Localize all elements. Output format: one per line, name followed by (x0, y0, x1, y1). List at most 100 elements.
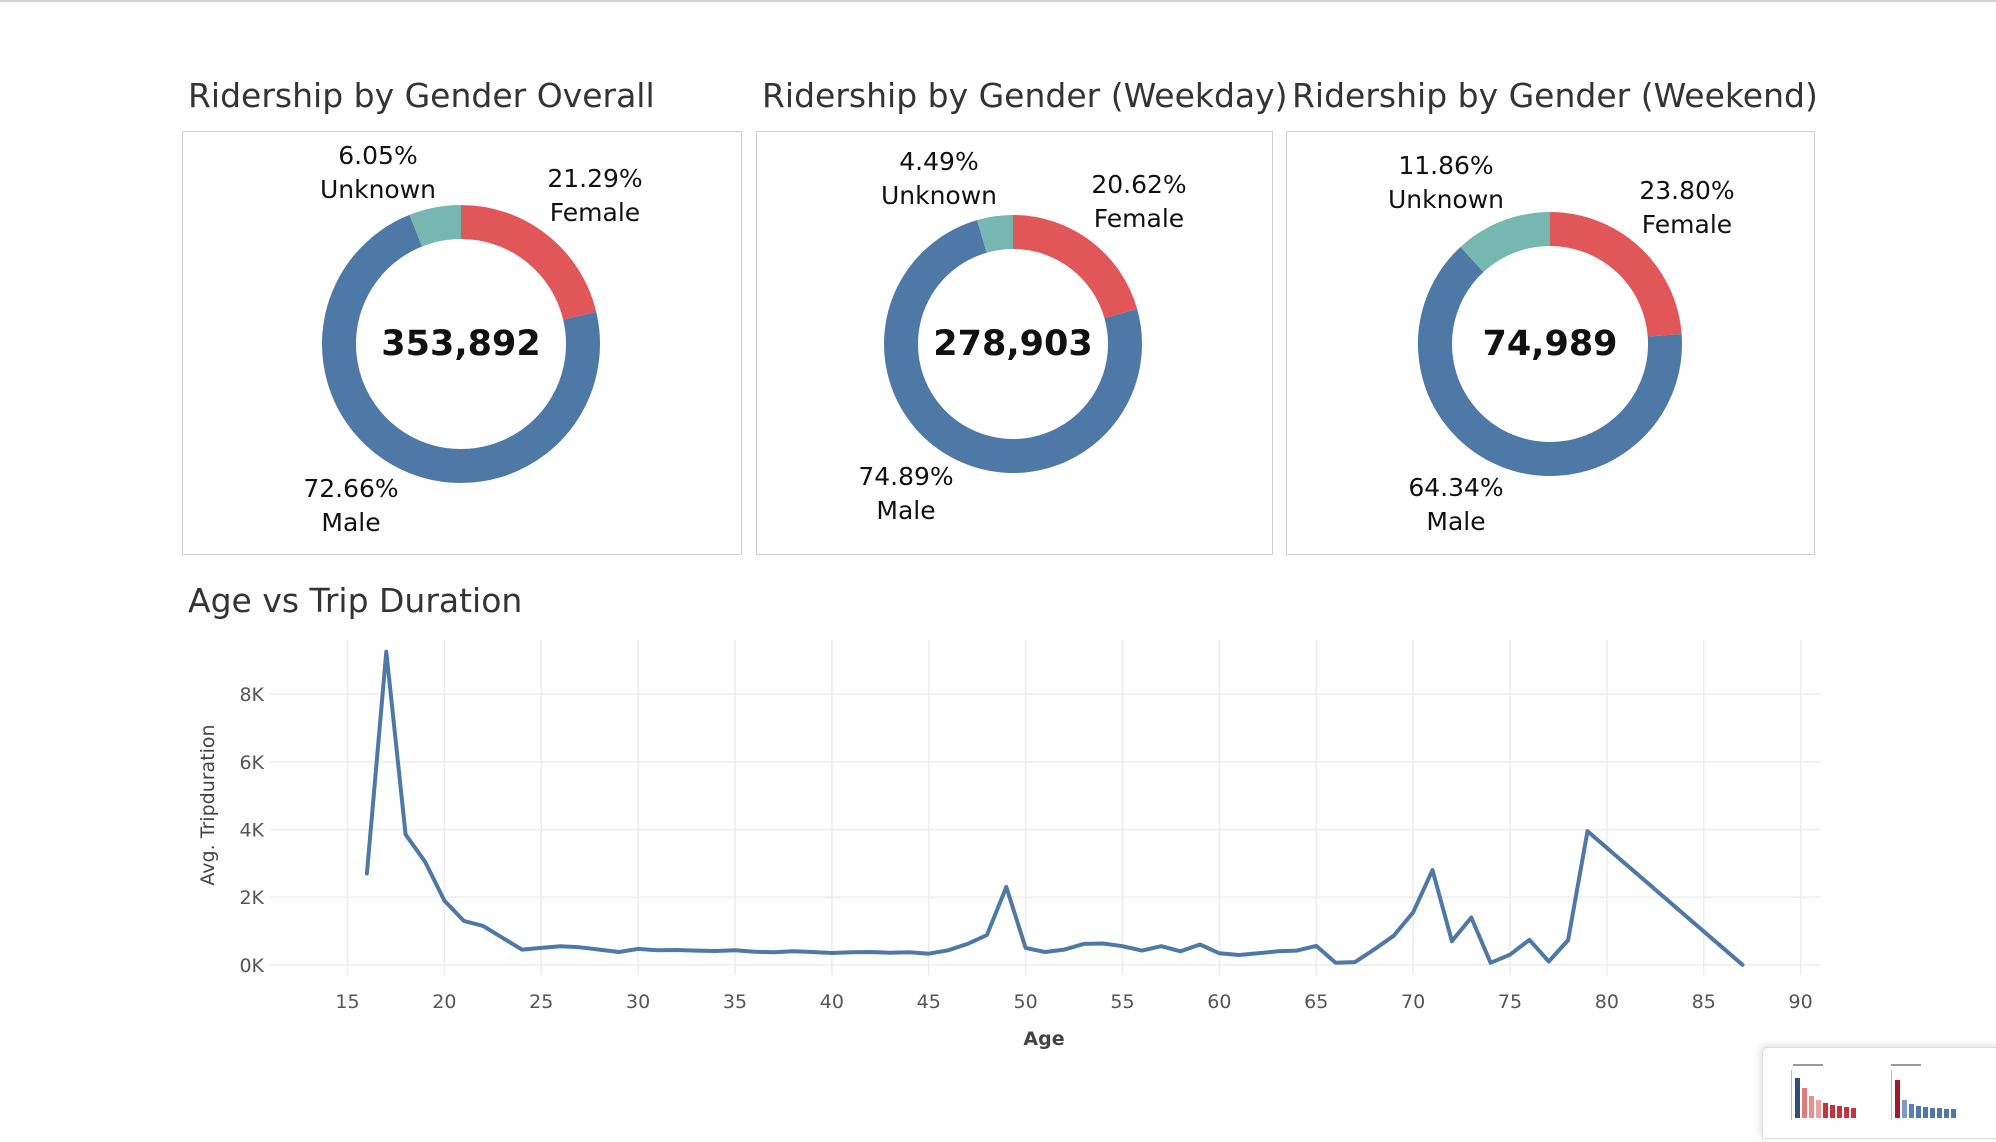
data-point[interactable] (1585, 828, 1591, 834)
data-point[interactable] (403, 832, 409, 838)
x-tick-label: 25 (529, 991, 553, 1013)
data-point[interactable] (1061, 947, 1067, 953)
donut-slice-male[interactable] (322, 214, 600, 483)
donut-slice-female[interactable] (1549, 212, 1682, 338)
data-point[interactable] (926, 951, 932, 957)
donut-slice-unknown[interactable] (409, 205, 462, 247)
data-point[interactable] (500, 935, 506, 941)
data-point[interactable] (1507, 952, 1513, 958)
data-point[interactable] (965, 941, 971, 947)
data-point[interactable] (1158, 943, 1164, 949)
slice-label-unknown: 4.49% Unknown (880, 147, 998, 210)
donut-weekend (1418, 212, 1682, 476)
x-tick-label: 15 (335, 991, 359, 1013)
data-point[interactable] (558, 943, 564, 949)
data-point[interactable] (771, 949, 777, 955)
data-point[interactable] (1275, 948, 1281, 954)
donut-slice-female[interactable] (1012, 215, 1138, 319)
donut-panel-weekend[interactable]: 11.86% Unknown 23.80% Female 64.34% Male 74… (1286, 131, 1815, 555)
series-line-avg-tripduration[interactable] (364, 649, 1745, 967)
data-point[interactable] (848, 949, 854, 955)
donut-slice-unknown[interactable] (977, 215, 1014, 253)
data-point[interactable] (1391, 933, 1397, 939)
donut-slice-male[interactable] (1418, 247, 1682, 476)
slice-label-unknown: 6.05% Unknown (319, 141, 437, 204)
donut-title-weekend: Ridership by Gender (Weekend) (1292, 76, 1818, 115)
data-point[interactable] (1313, 943, 1319, 949)
data-point[interactable] (732, 947, 738, 953)
data-point[interactable] (596, 947, 602, 953)
x-tick-label: 60 (1207, 991, 1231, 1013)
data-point[interactable] (790, 948, 796, 954)
data-point[interactable] (577, 944, 583, 950)
data-point[interactable] (1294, 948, 1300, 954)
data-point[interactable] (1526, 937, 1532, 943)
slice-label-female: 21.29% Female (547, 164, 643, 227)
data-point[interactable] (693, 948, 699, 954)
donut-weekday (884, 215, 1142, 473)
data-point[interactable] (1468, 914, 1474, 920)
data-point[interactable] (945, 947, 951, 953)
data-point[interactable] (1333, 960, 1339, 966)
data-point[interactable] (1410, 909, 1416, 915)
sheet-thumbnail-preview[interactable] (1762, 1047, 1996, 1139)
data-point[interactable] (635, 946, 641, 952)
data-point[interactable] (1255, 950, 1261, 956)
top-divider (0, 0, 1996, 2)
data-point[interactable] (1371, 946, 1377, 952)
slice-label-unknown: 11.86% Unknown (1387, 151, 1505, 214)
data-point[interactable] (887, 950, 893, 956)
data-point[interactable] (1023, 945, 1029, 951)
x-tick-label: 30 (626, 991, 650, 1013)
data-point[interactable] (538, 945, 544, 951)
donut-panel-overall[interactable]: 6.05% Unknown 21.29% Female 72.66% Male 353… (182, 131, 742, 555)
data-point[interactable] (1352, 959, 1358, 965)
data-point[interactable] (1003, 884, 1009, 890)
data-point[interactable] (364, 870, 370, 876)
data-point[interactable] (1216, 950, 1222, 956)
data-point[interactable] (713, 948, 719, 954)
x-tick-label: 90 (1789, 991, 1813, 1013)
data-point[interactable] (383, 649, 389, 655)
donut-slice-unknown[interactable] (1460, 212, 1551, 273)
data-point[interactable] (1565, 937, 1571, 943)
data-point[interactable] (480, 923, 486, 929)
data-point[interactable] (829, 950, 835, 956)
data-point[interactable] (906, 949, 912, 955)
data-point[interactable] (519, 947, 525, 953)
donut-slice-female[interactable] (460, 205, 597, 321)
x-tick-label: 75 (1498, 991, 1522, 1013)
y-tick-label: 0K (239, 955, 264, 977)
data-point[interactable] (1236, 952, 1242, 958)
data-point[interactable] (1120, 943, 1126, 949)
donut-overall (322, 205, 600, 483)
data-point[interactable] (1488, 960, 1494, 966)
slice-label-male: 64.34% Male (1408, 473, 1504, 536)
slice-label-female: 20.62% Female (1091, 170, 1187, 233)
donut-total: 353,892 (381, 324, 541, 364)
data-point[interactable] (441, 898, 447, 904)
data-point[interactable] (655, 947, 661, 953)
data-point[interactable] (674, 947, 680, 953)
data-point[interactable] (1197, 942, 1203, 948)
data-point[interactable] (1449, 938, 1455, 944)
data-point[interactable] (1546, 958, 1552, 964)
data-point[interactable] (810, 949, 816, 955)
data-point[interactable] (1740, 962, 1746, 968)
data-point[interactable] (1042, 949, 1048, 955)
data-point[interactable] (1430, 867, 1436, 873)
x-axis-label: Age (1023, 1028, 1064, 1050)
data-point[interactable] (422, 859, 428, 865)
data-point[interactable] (1100, 941, 1106, 947)
data-point[interactable] (1081, 941, 1087, 947)
data-point[interactable] (461, 918, 467, 924)
data-point[interactable] (1178, 948, 1184, 954)
data-point[interactable] (1139, 948, 1145, 954)
data-point[interactable] (751, 949, 757, 955)
donut-slice-male[interactable] (884, 220, 1142, 473)
data-point[interactable] (616, 949, 622, 955)
donut-panel-weekday[interactable]: 4.49% Unknown 20.62% Female 74.89% Male 278… (756, 131, 1273, 555)
data-point[interactable] (984, 932, 990, 938)
slice-label-female: 23.80% Female (1639, 176, 1735, 239)
data-point[interactable] (868, 949, 874, 955)
